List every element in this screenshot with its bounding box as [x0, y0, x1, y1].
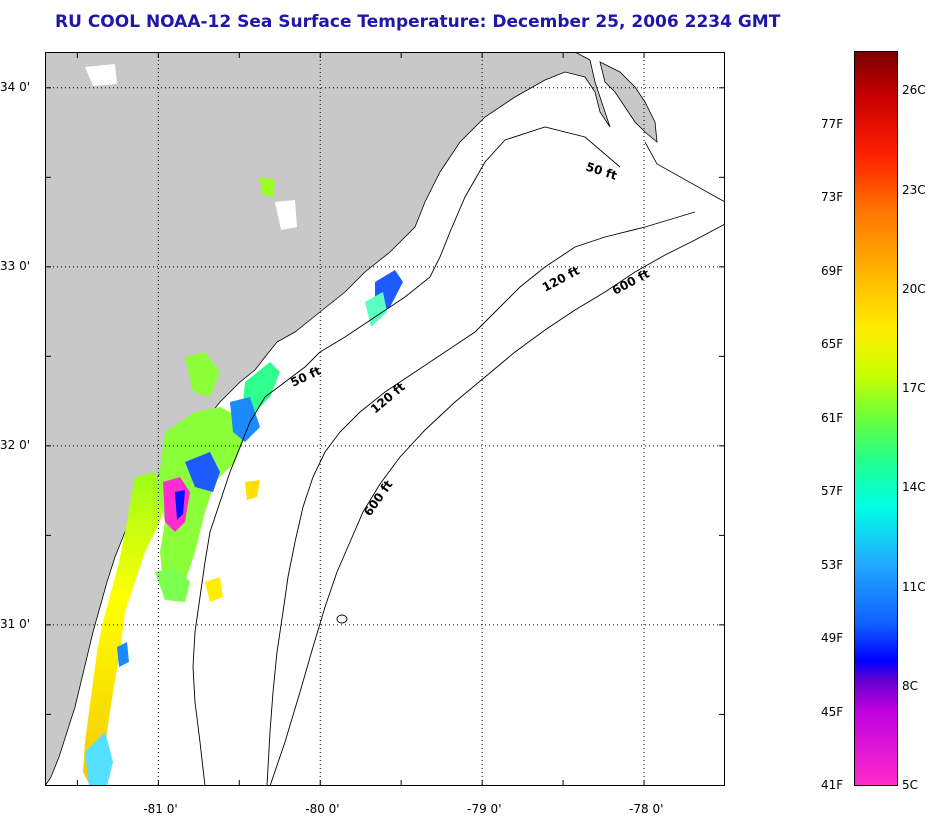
lat-label: 34 0' — [0, 79, 31, 94]
celsius-label: 17C — [902, 381, 926, 396]
lon-label: -81 0' — [143, 802, 178, 816]
lon-label: -80 0' — [305, 802, 340, 816]
fahrenheit-label: 49F — [821, 631, 844, 645]
lat-label: 32 0' — [0, 437, 31, 452]
lat-label: 33 0' — [0, 258, 31, 273]
fahrenheit-label: 57F — [821, 484, 844, 498]
lat-label: 31 0' — [0, 616, 31, 631]
fahrenheit-label: 73F — [821, 190, 844, 204]
minor-ticks — [45, 52, 725, 786]
sst-map[interactable]: 50 ft 50 ft 120 ft 120 ft 600 ft 600 ft — [45, 52, 725, 786]
fahrenheit-label: 61F — [821, 410, 844, 425]
fahrenheit-label: 41F — [821, 778, 844, 792]
fahrenheit-label: 69F — [821, 263, 844, 278]
celsius-label: 5C — [902, 778, 919, 792]
celsius-label: 14C — [902, 480, 926, 495]
celsius-label: 23C — [902, 182, 926, 197]
contour-50ft — [192, 126, 621, 786]
cape-lookout — [599, 61, 658, 143]
temperature-colorbar — [854, 51, 898, 786]
cape-outline — [644, 141, 725, 203]
gridlines — [45, 52, 725, 786]
map-frame — [45, 52, 725, 786]
celsius-label: 11C — [902, 579, 926, 594]
map-title: RU COOL NOAA-12 Sea Surface Temperature:… — [55, 12, 781, 32]
fahrenheit-label: 53F — [821, 557, 844, 572]
sst-patches — [83, 64, 403, 786]
land — [45, 52, 611, 786]
contour-600ft — [269, 223, 725, 786]
fahrenheit-label: 45F — [821, 704, 844, 719]
lon-label: -78 0' — [629, 802, 664, 816]
celsius-label: 20C — [902, 281, 926, 296]
lon-label: -79 0' — [467, 802, 502, 816]
celsius-label: 26C — [902, 83, 926, 98]
fahrenheit-label: 65F — [821, 337, 844, 351]
fahrenheit-label: 77F — [821, 116, 844, 131]
celsius-label: 8C — [902, 678, 919, 693]
